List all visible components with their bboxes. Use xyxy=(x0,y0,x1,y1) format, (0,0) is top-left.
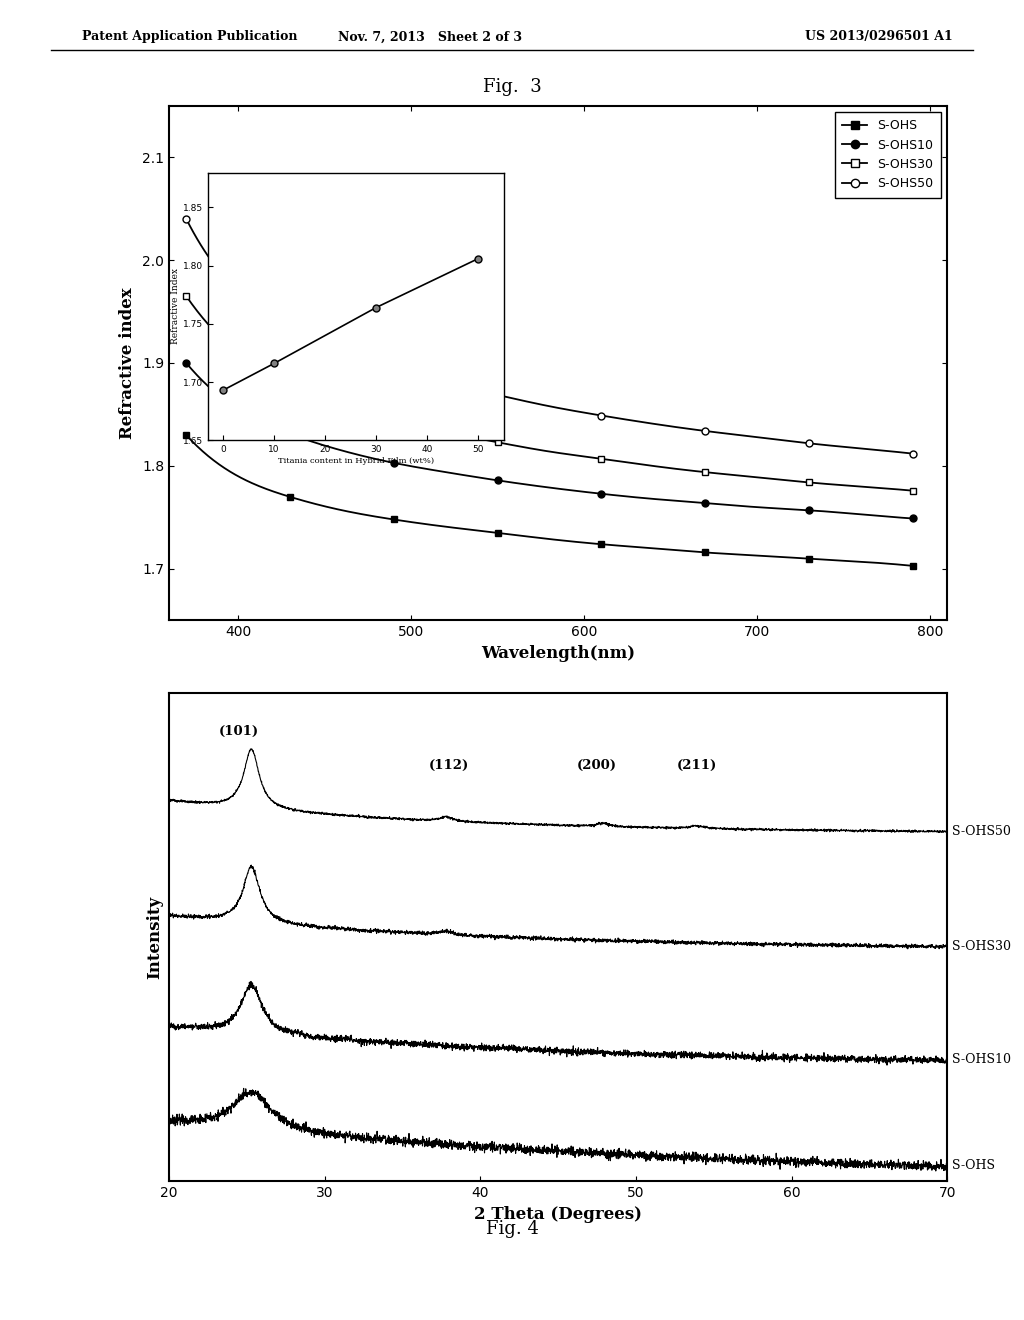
S-OHS30 xyxy=(803,474,815,490)
Text: Nov. 7, 2013   Sheet 2 of 3: Nov. 7, 2013 Sheet 2 of 3 xyxy=(338,30,522,44)
S-OHS50 xyxy=(284,317,296,333)
Text: S-OHS10: S-OHS10 xyxy=(952,1053,1011,1067)
Text: Fig.  3: Fig. 3 xyxy=(482,78,542,96)
S-OHS30 xyxy=(595,451,607,467)
Legend: S-OHS, S-OHS10, S-OHS30, S-OHS50: S-OHS, S-OHS10, S-OHS30, S-OHS50 xyxy=(835,112,941,198)
S-OHS50 xyxy=(595,408,607,424)
Text: (101): (101) xyxy=(219,725,259,738)
S-OHS xyxy=(388,512,400,528)
S-OHS30 xyxy=(180,288,193,304)
S-OHS xyxy=(284,488,296,504)
S-OHS xyxy=(492,525,504,541)
Text: S-OHS30: S-OHS30 xyxy=(952,940,1011,953)
Text: (112): (112) xyxy=(429,759,469,772)
Text: (211): (211) xyxy=(677,759,717,772)
Text: S-OHS50: S-OHS50 xyxy=(952,825,1011,838)
Text: Patent Application Publication: Patent Application Publication xyxy=(82,30,297,44)
Line: S-OHS: S-OHS xyxy=(182,432,916,569)
Line: S-OHS30: S-OHS30 xyxy=(182,293,916,494)
X-axis label: Wavelength(nm): Wavelength(nm) xyxy=(481,644,635,661)
Line: S-OHS50: S-OHS50 xyxy=(182,215,916,457)
Y-axis label: Refractive index: Refractive index xyxy=(120,288,136,438)
S-OHS30 xyxy=(388,412,400,428)
S-OHS50 xyxy=(699,422,712,438)
S-OHS30 xyxy=(699,465,712,480)
S-OHS xyxy=(595,536,607,552)
S-OHS50 xyxy=(492,387,504,403)
S-OHS10 xyxy=(492,473,504,488)
S-OHS xyxy=(906,558,919,574)
S-OHS30 xyxy=(492,434,504,450)
Text: US 2013/0296501 A1: US 2013/0296501 A1 xyxy=(805,30,952,44)
Text: Fig. 4: Fig. 4 xyxy=(485,1220,539,1238)
S-OHS10 xyxy=(284,426,296,442)
X-axis label: 2 Theta (Degrees): 2 Theta (Degrees) xyxy=(474,1205,642,1222)
Y-axis label: Intensity: Intensity xyxy=(146,896,164,978)
Text: (200): (200) xyxy=(577,759,617,772)
S-OHS xyxy=(803,550,815,566)
S-OHS10 xyxy=(699,495,712,511)
S-OHS30 xyxy=(284,376,296,392)
Text: S-OHS: S-OHS xyxy=(952,1159,995,1172)
S-OHS xyxy=(180,428,193,444)
S-OHS xyxy=(699,545,712,561)
S-OHS50 xyxy=(388,360,400,376)
S-OHS10 xyxy=(906,511,919,527)
Line: S-OHS10: S-OHS10 xyxy=(182,359,916,521)
S-OHS10 xyxy=(388,455,400,471)
S-OHS10 xyxy=(803,503,815,519)
S-OHS10 xyxy=(180,355,193,371)
S-OHS50 xyxy=(180,211,193,227)
S-OHS50 xyxy=(803,436,815,451)
S-OHS30 xyxy=(906,483,919,499)
S-OHS50 xyxy=(906,446,919,462)
S-OHS10 xyxy=(595,486,607,502)
